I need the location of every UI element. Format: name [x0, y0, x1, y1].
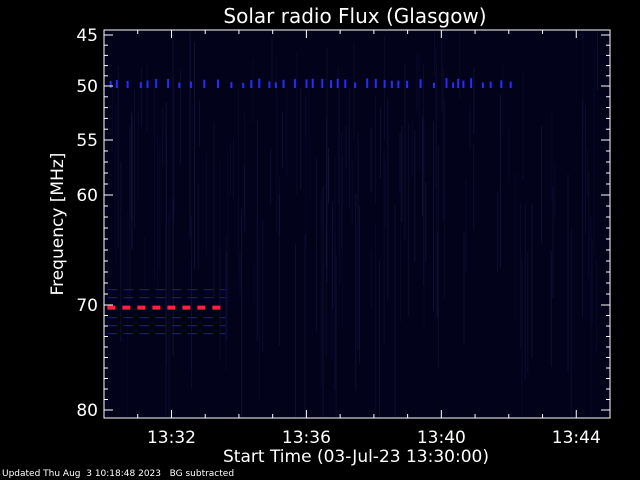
y-tick-label: 45	[76, 26, 98, 46]
y-tick-label: 50	[76, 77, 98, 97]
footer-updated: Updated Thu Aug 3 10:18:48 2023	[2, 469, 162, 479]
y-tick-label: 55	[76, 131, 98, 151]
x-tick-label: 13:36	[282, 428, 331, 448]
background-noise	[105, 30, 598, 417]
chart-title: Solar radio Flux (Glasgow)	[223, 4, 486, 28]
y-tick-label: 70	[76, 296, 98, 316]
x-tick-label: 13:40	[417, 428, 466, 448]
x-tick-label: 13:32	[147, 428, 196, 448]
footer: Updated Thu Aug 3 10:18:48 2023 BG subtr…	[2, 469, 234, 479]
x-tick-label: 13:44	[552, 428, 601, 448]
y-tick-label: 80	[76, 401, 98, 421]
signal-features	[107, 78, 512, 335]
x-axis-label: Start Time (03-Jul-23 13:30:00)	[223, 447, 489, 467]
footer-note: BG subtracted	[169, 469, 235, 479]
y-axis-ticks: 45 50 55 60 70 80	[76, 26, 610, 421]
plot-area	[103, 29, 611, 419]
y-axis-label: Frequency [MHz]	[48, 153, 68, 296]
plot-background	[104, 30, 610, 418]
plot-frame	[103, 29, 611, 419]
y-tick-label: 60	[76, 186, 98, 206]
x-axis-ticks: 13:32 13:36 13:40 13:44	[103, 30, 611, 448]
